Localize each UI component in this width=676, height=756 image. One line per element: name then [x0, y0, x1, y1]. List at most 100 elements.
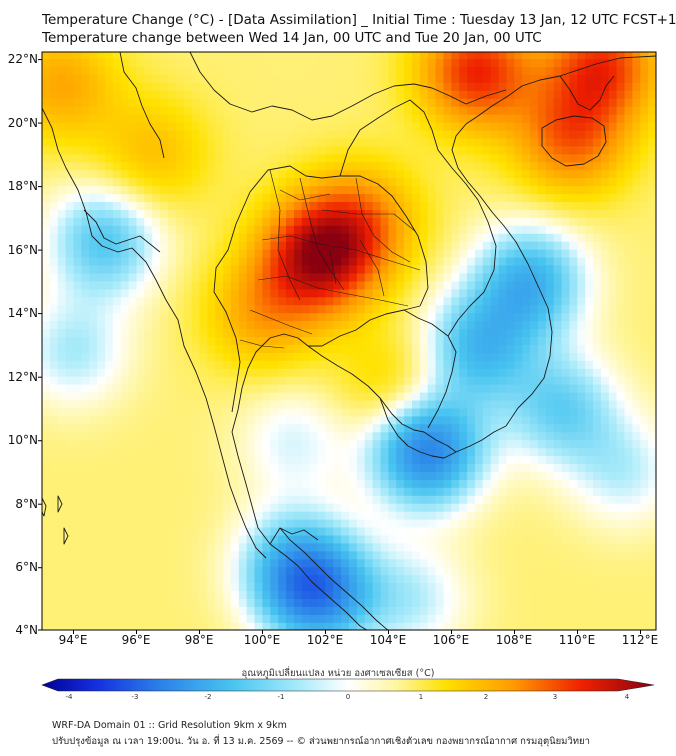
field-cell: [648, 463, 656, 472]
field-cell: [356, 145, 366, 155]
field-cell: [293, 320, 303, 330]
field-cell: [112, 248, 122, 258]
field-cell: [246, 518, 256, 528]
field-cell: [144, 606, 153, 615]
field-cell: [553, 455, 563, 464]
field-cell: [435, 185, 445, 195]
field-cell: [49, 209, 59, 218]
field-cell: [254, 383, 264, 393]
field-cell: [207, 622, 216, 630]
field-cell: [89, 423, 98, 433]
field-cell: [246, 479, 256, 488]
field-cell: [49, 542, 59, 552]
field-cell: [254, 407, 264, 417]
field-cell: [474, 383, 484, 393]
field-cell: [89, 272, 98, 282]
field-cell: [388, 177, 398, 187]
field-cell: [506, 185, 516, 195]
field-cell: [81, 209, 91, 218]
field-cell: [537, 550, 547, 560]
field-cell: [467, 336, 476, 345]
field-cell: [585, 233, 594, 242]
field-cell: [254, 352, 264, 361]
field-cell: [207, 352, 216, 361]
field-cell: [238, 145, 248, 155]
field-cell: [42, 368, 51, 377]
field-cell: [105, 264, 114, 274]
field-cell: [404, 328, 413, 337]
field-cell: [419, 161, 429, 171]
field-cell: [459, 391, 468, 401]
field-cell: [286, 606, 295, 615]
field-cell: [632, 391, 642, 401]
field-cell: [73, 368, 83, 377]
field-cell: [136, 145, 146, 155]
field-cell: [42, 137, 51, 147]
field-cell: [467, 447, 476, 457]
field-cell: [167, 296, 177, 306]
field-cell: [65, 312, 75, 322]
field-cell: [270, 304, 279, 314]
field-cell: [443, 447, 453, 457]
field-cell: [537, 241, 547, 250]
field-cell: [380, 328, 390, 337]
field-cell: [364, 256, 374, 266]
field-cell: [112, 495, 122, 504]
field-cell: [286, 280, 295, 290]
field-cell: [608, 463, 618, 472]
field-cell: [522, 487, 531, 496]
field-cell: [380, 153, 390, 163]
field-cell: [506, 233, 516, 242]
field-cell: [443, 145, 453, 155]
field-cell: [136, 248, 146, 258]
field-cell: [364, 391, 374, 401]
field-cell: [215, 590, 224, 599]
field-cell: [215, 352, 224, 361]
field-cell: [65, 423, 75, 433]
field-cell: [569, 241, 579, 250]
field-cell: [199, 280, 209, 290]
field-cell: [160, 534, 169, 544]
field-cell: [144, 280, 153, 290]
field-cell: [65, 209, 75, 218]
field-cell: [435, 248, 445, 258]
field-cell: [207, 272, 216, 282]
field-cell: [577, 399, 586, 409]
field-cell: [553, 614, 563, 623]
field-cell: [412, 225, 421, 234]
field-cell: [427, 320, 437, 330]
field-cell: [317, 423, 327, 433]
field-cell: [341, 590, 350, 599]
field-cell: [199, 510, 209, 520]
field-cell: [585, 503, 594, 512]
field-cell: [419, 185, 429, 195]
field-cell: [230, 320, 240, 330]
field-cell: [160, 241, 169, 250]
field-cell: [648, 328, 656, 337]
field-cell: [160, 495, 169, 504]
field-cell: [270, 161, 279, 171]
field-cell: [160, 185, 169, 195]
field-cell: [207, 550, 216, 560]
field-cell: [105, 368, 114, 377]
field-cell: [490, 447, 500, 457]
field-cell: [183, 296, 193, 306]
field-cell: [254, 169, 264, 179]
field-cell: [286, 352, 295, 361]
field-cell: [482, 129, 492, 139]
field-cell: [364, 503, 374, 512]
field-cell: [191, 463, 201, 472]
field-cell: [396, 177, 405, 187]
field-cell: [396, 288, 405, 298]
field-cell: [293, 391, 303, 401]
field-cell: [553, 312, 563, 322]
field-cell: [97, 399, 106, 409]
field-cell: [608, 534, 618, 544]
field-cell: [207, 479, 216, 488]
field-cell: [120, 368, 130, 377]
field-cell: [380, 614, 390, 623]
field-cell: [419, 129, 429, 139]
field-cell: [459, 185, 468, 195]
field-cell: [105, 566, 114, 576]
field-cell: [128, 542, 138, 552]
